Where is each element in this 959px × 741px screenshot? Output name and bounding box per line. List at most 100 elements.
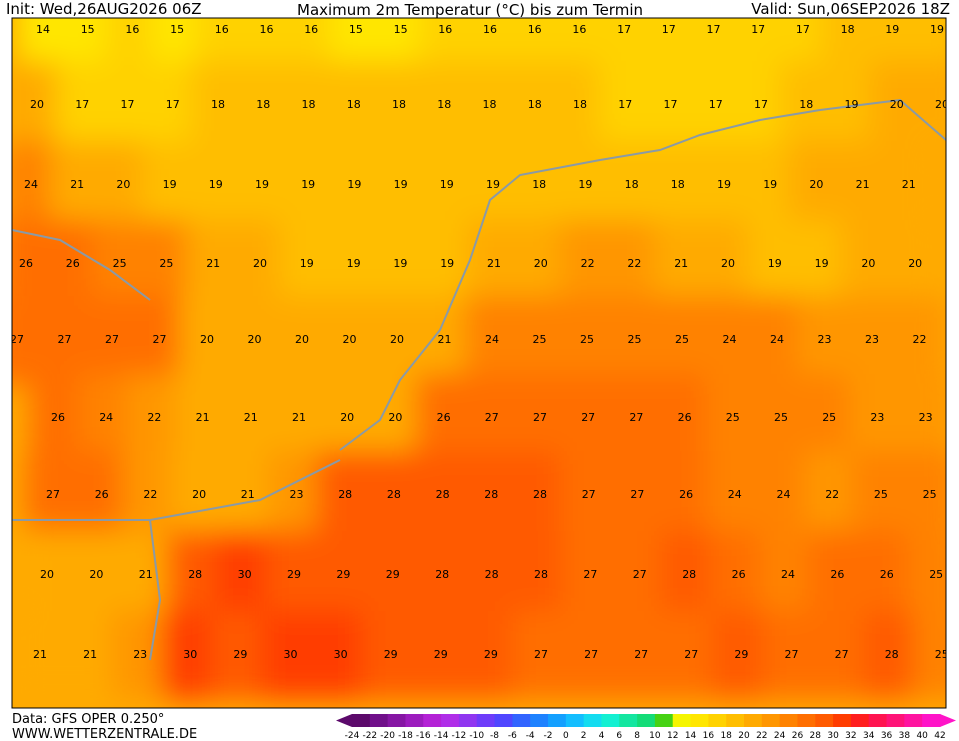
temperature-value: 20: [388, 411, 402, 424]
temperature-value: 27: [583, 568, 597, 581]
temperature-value: 20: [390, 333, 404, 346]
temperature-cell: [844, 296, 900, 384]
temperature-cell: [512, 531, 570, 619]
colorbar-segment: [583, 714, 602, 727]
temperature-value: 21: [438, 333, 452, 346]
temperature-value: 18: [573, 98, 587, 111]
colorbar-label: -8: [490, 731, 499, 741]
temperature-cell: [558, 141, 613, 229]
colorbar-segment: [886, 714, 905, 727]
temperature-value: 28: [885, 648, 899, 661]
temperature-value: 24: [781, 568, 795, 581]
temperature-value: 24: [99, 411, 113, 424]
temperature-value: 27: [582, 488, 596, 501]
temperature-cell: [265, 531, 323, 619]
temperature-cell: [215, 531, 274, 619]
temperature-value: 27: [10, 333, 24, 346]
colorbar-label: 20: [738, 731, 750, 741]
temperature-value: 16: [215, 23, 229, 36]
temperature-cell: [858, 531, 916, 619]
temperature-cell: [607, 220, 662, 308]
temperature-cell: [464, 296, 520, 384]
temperature-value: 18: [671, 178, 685, 191]
temperature-cell: [462, 61, 517, 149]
temperature-cell: [174, 374, 231, 462]
temperature-cell: [268, 451, 325, 539]
temperature-value: 21: [674, 257, 688, 270]
temperature-cell: [316, 451, 374, 539]
temperature-cell: [281, 61, 336, 149]
temperature-value: 24: [485, 333, 499, 346]
colorbar-label: 26: [792, 731, 804, 741]
temperature-value: 21: [902, 178, 916, 191]
temperature-cell: [67, 531, 126, 619]
temperature-cell: [662, 611, 721, 699]
temperature-cell: [796, 296, 853, 384]
temperature-cell: [281, 141, 336, 229]
temperature-cell: [100, 61, 155, 149]
colorbar-label: 34: [863, 731, 875, 741]
temperature-cell: [461, 611, 520, 699]
temperature-cell: [508, 61, 562, 149]
colorbar-label: -24: [345, 731, 360, 741]
temperature-value: 25: [923, 488, 937, 501]
temperature-value: 18: [528, 98, 542, 111]
temperature-value: 27: [835, 648, 849, 661]
temperature-cell: [747, 220, 803, 308]
temperature-value: 24: [24, 178, 38, 191]
temperature-cell: [419, 220, 475, 308]
temperature-value: 20: [890, 98, 904, 111]
temperature-cell: [139, 220, 194, 308]
temperature-value: 17: [166, 98, 180, 111]
temperature-value: 16: [125, 23, 139, 36]
temperature-value: 27: [785, 648, 799, 661]
colorbar-label: -6: [508, 731, 517, 741]
temperature-value: 27: [46, 488, 60, 501]
temperature-value: 19: [885, 23, 899, 36]
temperature-value: 21: [33, 648, 47, 661]
temperature-value: 21: [856, 178, 870, 191]
temperature-cell: [511, 374, 569, 462]
temperature-cell: [511, 451, 569, 539]
temperature-value: 17: [707, 23, 721, 36]
temperature-value: 25: [929, 568, 943, 581]
temperature-cell: [560, 374, 617, 462]
temperature-value: 18: [625, 178, 639, 191]
temperature-value: 18: [437, 98, 451, 111]
temperature-cell: [279, 220, 335, 308]
temperature-value: 24: [723, 333, 737, 346]
temperature-cell: [562, 611, 621, 699]
temperature-value: 18: [841, 23, 855, 36]
colorbar-segment: [530, 714, 549, 727]
temperature-value: 18: [392, 98, 406, 111]
temperature-cell: [812, 611, 871, 699]
colorbar-label: 42: [934, 731, 945, 741]
colorbar-segment: [850, 714, 870, 727]
temperature-value: 22: [913, 333, 927, 346]
data-source: Data: GFS OPER 0.250°: [12, 712, 164, 727]
temperature-value: 25: [628, 333, 642, 346]
temperature-value: 15: [170, 23, 184, 36]
temperature-value: 20: [200, 333, 214, 346]
temperature-cell: [50, 141, 105, 229]
temperature-cell: [45, 220, 101, 308]
colorbar-label: 36: [881, 731, 893, 741]
temperature-value: 29: [233, 648, 247, 661]
temperature-cell: [653, 220, 709, 308]
temperature-value: 19: [394, 178, 408, 191]
temperature-value: 28: [533, 488, 547, 501]
temperature-cell: [373, 220, 428, 308]
coastline: [12, 98, 946, 661]
colorbar-segment: [512, 714, 531, 727]
temperature-cell: [226, 296, 283, 384]
colorbar-label: -12: [452, 731, 467, 741]
temperature-value: 26: [51, 411, 65, 424]
temperature-value: 27: [534, 648, 548, 661]
colorbar-label: 18: [720, 731, 732, 741]
temperature-cell: [211, 611, 270, 699]
temperature-value: 25: [774, 411, 788, 424]
temperature-value: 20: [861, 257, 875, 270]
temperature-cell: [870, 61, 924, 149]
temperature-cell: [314, 531, 373, 619]
temperature-cell: [849, 374, 906, 462]
